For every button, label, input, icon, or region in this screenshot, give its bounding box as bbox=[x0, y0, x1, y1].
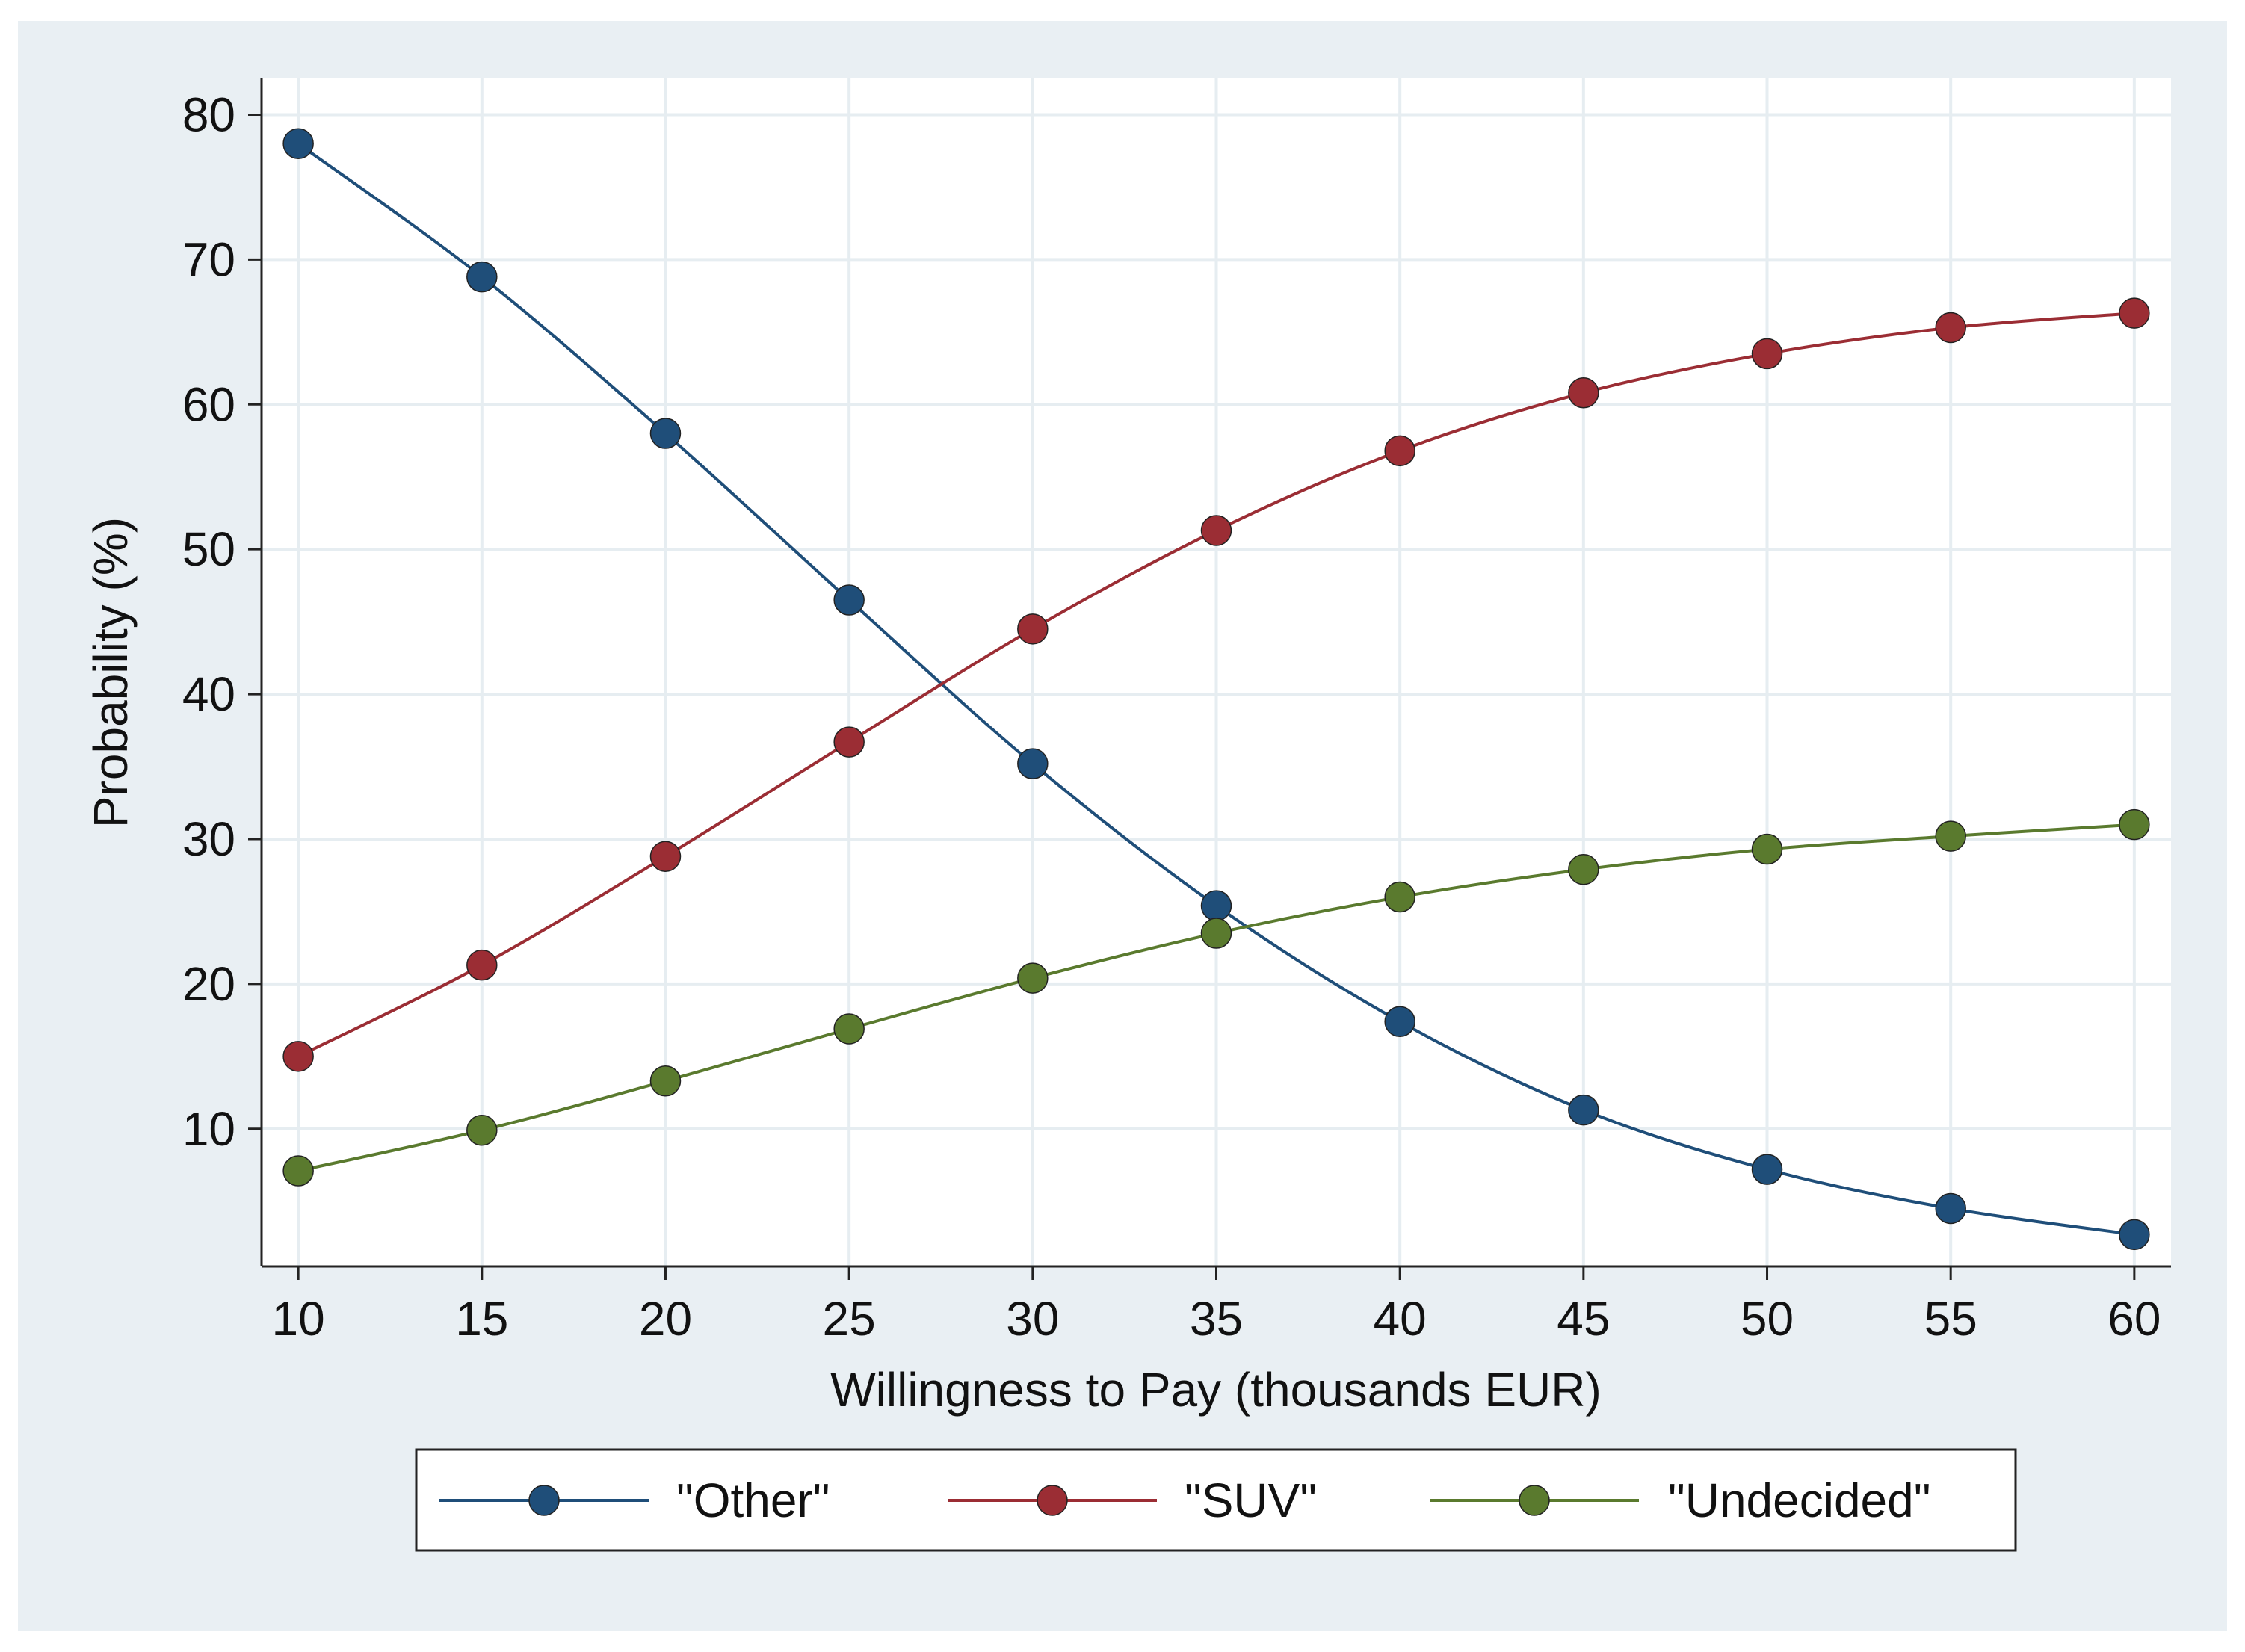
legend: "Other" "SUV" "Undecided" bbox=[415, 1448, 2017, 1552]
data-point-other bbox=[649, 418, 682, 449]
y-tick-label: 10 bbox=[182, 1102, 235, 1156]
legend-marker-suv bbox=[1037, 1485, 1068, 1516]
data-point-other bbox=[2119, 1219, 2150, 1251]
x-tick-label: 10 bbox=[272, 1292, 325, 1346]
data-point-undecided bbox=[1384, 881, 1415, 913]
data-point-suv bbox=[833, 726, 865, 758]
x-tick-label: 40 bbox=[1374, 1292, 1427, 1346]
data-point-other bbox=[1935, 1192, 1966, 1225]
y-tick-label: 50 bbox=[182, 522, 235, 576]
data-point-other bbox=[1384, 1006, 1415, 1038]
data-point-undecided bbox=[466, 1114, 498, 1146]
y-tick-label: 20 bbox=[182, 957, 235, 1011]
data-point-suv bbox=[1384, 435, 1415, 467]
x-tick-label: 50 bbox=[1741, 1292, 1794, 1346]
legend-label-undecided: "Undecided" bbox=[1668, 1473, 1930, 1527]
x-tick-label: 15 bbox=[455, 1292, 508, 1346]
x-tick-label: 30 bbox=[1006, 1292, 1059, 1346]
legend-marker-other bbox=[528, 1485, 560, 1516]
data-point-undecided bbox=[1751, 833, 1783, 865]
series-points bbox=[282, 128, 2150, 1251]
x-axis-title: Willingness to Pay (thousands EUR) bbox=[830, 1363, 1602, 1417]
legend-marker-undecided bbox=[1519, 1485, 1550, 1516]
data-point-suv bbox=[2119, 297, 2150, 329]
y-axis-ticks: 10 20 30 40 50 60 70 80 bbox=[182, 87, 262, 1156]
data-point-undecided bbox=[282, 1155, 314, 1187]
data-point-undecided bbox=[1568, 853, 1599, 885]
data-point-undecided bbox=[1200, 918, 1232, 949]
legend-label-other: "Other" bbox=[676, 1473, 830, 1527]
data-point-suv bbox=[282, 1041, 314, 1072]
data-point-undecided bbox=[649, 1065, 682, 1097]
y-tick-label: 70 bbox=[182, 232, 235, 286]
x-tick-label: 25 bbox=[823, 1292, 876, 1346]
legend-box bbox=[415, 1448, 2017, 1552]
grid bbox=[262, 78, 2171, 1266]
data-point-suv bbox=[1568, 377, 1599, 409]
series-line-other bbox=[297, 142, 2135, 1237]
y-tick-label: 60 bbox=[182, 377, 235, 431]
data-point-suv bbox=[1200, 515, 1232, 546]
x-tick-label: 20 bbox=[639, 1292, 692, 1346]
data-point-other bbox=[282, 128, 314, 160]
x-tick-label: 60 bbox=[2107, 1292, 2161, 1346]
data-point-undecided bbox=[2119, 808, 2150, 841]
y-tick-label: 30 bbox=[182, 812, 235, 866]
data-point-suv bbox=[1017, 613, 1049, 645]
y-tick-label: 40 bbox=[182, 667, 235, 721]
y-tick-label: 80 bbox=[182, 87, 235, 141]
data-point-other bbox=[1200, 890, 1232, 921]
data-point-other bbox=[1751, 1154, 1783, 1185]
data-point-suv bbox=[649, 841, 682, 873]
legend-label-suv: "SUV" bbox=[1185, 1473, 1317, 1527]
data-point-suv bbox=[466, 949, 498, 981]
data-point-other bbox=[833, 584, 865, 616]
x-tick-label: 55 bbox=[1924, 1292, 1977, 1346]
x-axis-ticks: 10 15 20 25 30 35 40 45 50 55 60 bbox=[272, 1266, 2161, 1346]
x-tick-label: 45 bbox=[1557, 1292, 1610, 1346]
data-point-undecided bbox=[1935, 820, 1966, 852]
data-point-other bbox=[466, 261, 498, 293]
data-point-undecided bbox=[1017, 962, 1049, 994]
data-point-other bbox=[1568, 1094, 1599, 1126]
data-point-undecided bbox=[833, 1013, 865, 1045]
x-tick-label: 35 bbox=[1190, 1292, 1243, 1346]
data-point-suv bbox=[1751, 338, 1783, 370]
data-point-other bbox=[1017, 748, 1049, 779]
y-axis-title: Probability (%) bbox=[84, 517, 138, 828]
data-point-suv bbox=[1935, 312, 1966, 344]
